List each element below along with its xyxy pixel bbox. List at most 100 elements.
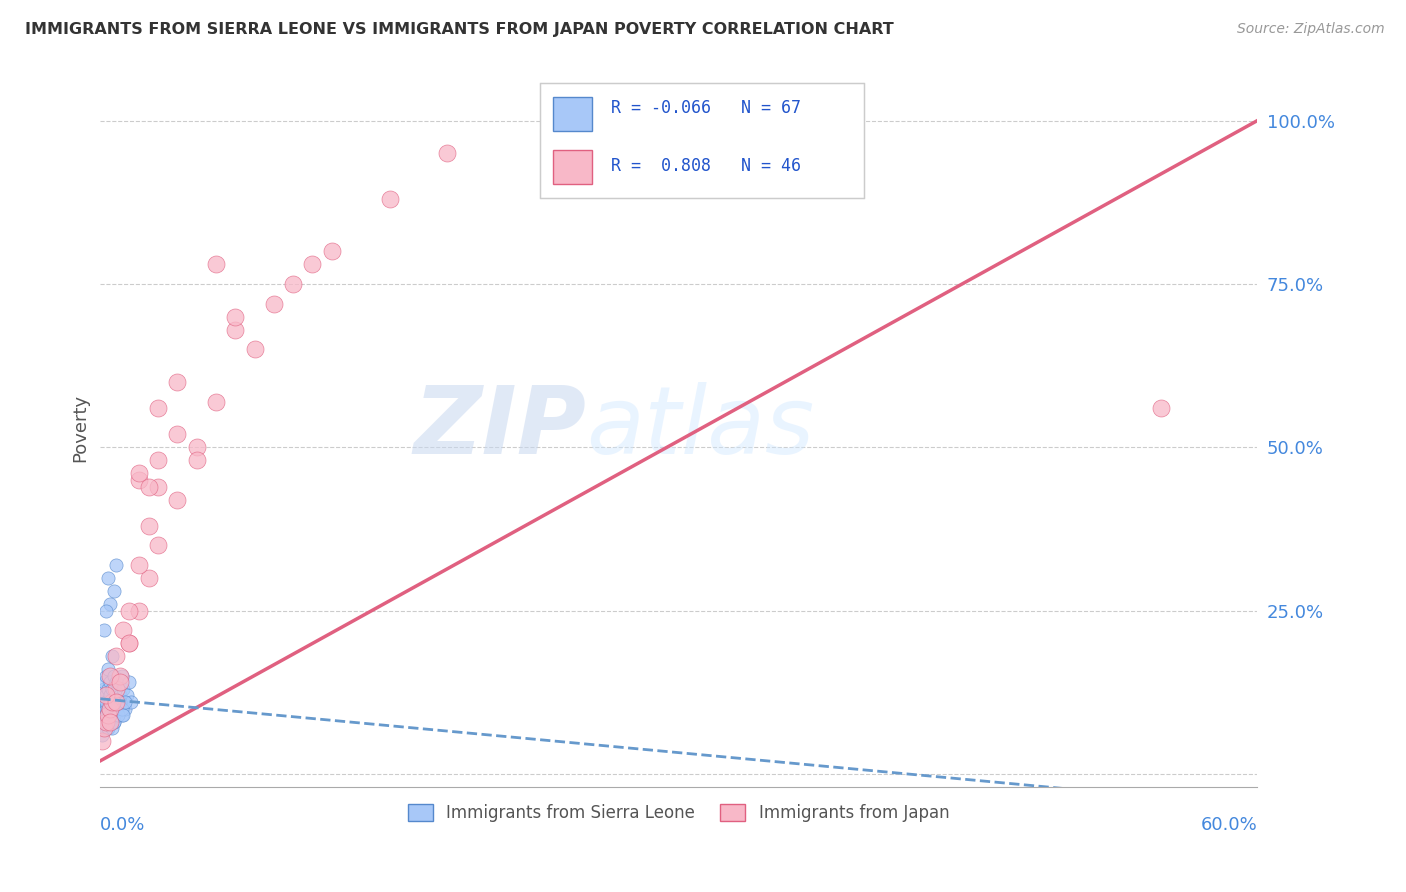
Point (263, 296, 285, 310)
Point (148, 401, 170, 416)
Point (112, 708, 135, 723)
Point (94, 669, 117, 683)
Point (94, 714, 117, 729)
Point (93, 721, 115, 735)
Point (166, 492, 188, 507)
Point (98, 714, 121, 729)
Point (93, 721, 115, 735)
Text: Source: ZipAtlas.com: Source: ZipAtlas.com (1237, 22, 1385, 37)
Point (98, 714, 121, 729)
Text: atlas: atlas (586, 383, 814, 474)
Point (97, 708, 120, 723)
Point (118, 675, 141, 690)
Point (93, 714, 115, 729)
Point (101, 695, 124, 709)
Point (103, 584, 125, 599)
Point (91, 728, 114, 742)
Point (186, 453, 208, 467)
Point (94, 604, 117, 618)
Point (98, 669, 121, 683)
Point (166, 427, 188, 442)
Point (107, 695, 129, 709)
Point (118, 636, 141, 650)
Point (243, 343, 266, 357)
Point (101, 708, 124, 723)
Point (112, 681, 135, 696)
Point (103, 669, 125, 683)
Point (91, 721, 114, 735)
Point (98, 675, 121, 690)
Point (104, 689, 127, 703)
Y-axis label: Poverty: Poverty (72, 393, 89, 462)
Point (110, 701, 132, 715)
Point (378, 192, 401, 206)
Point (110, 669, 132, 683)
Point (101, 695, 124, 709)
Point (148, 538, 170, 552)
Point (103, 714, 125, 729)
Text: 0.0%: 0.0% (100, 815, 146, 834)
Point (205, 257, 228, 271)
Point (224, 323, 246, 337)
Text: IMMIGRANTS FROM SIERRA LEONE VS IMMIGRANTS FROM JAPAN POVERTY CORRELATION CHART: IMMIGRANTS FROM SIERRA LEONE VS IMMIGRAN… (25, 22, 894, 37)
Point (104, 675, 127, 690)
Point (104, 558, 127, 572)
Point (93, 675, 115, 690)
Point (166, 375, 188, 389)
Point (108, 701, 131, 715)
Point (103, 714, 125, 729)
Point (94, 695, 117, 709)
Point (114, 701, 136, 715)
Point (224, 310, 246, 324)
Point (94, 689, 117, 703)
Point (108, 695, 131, 709)
Point (94, 701, 117, 715)
Point (91, 714, 114, 729)
Point (91, 734, 114, 748)
Point (104, 681, 127, 696)
Point (97, 701, 120, 715)
Point (108, 669, 131, 683)
Point (91, 689, 114, 703)
Point (112, 623, 135, 637)
Point (101, 649, 124, 664)
Point (97, 681, 120, 696)
Legend: Immigrants from Sierra Leone, Immigrants from Japan: Immigrants from Sierra Leone, Immigrants… (402, 797, 956, 829)
Point (101, 695, 124, 709)
Text: 60.0%: 60.0% (1201, 815, 1257, 834)
Point (97, 708, 120, 723)
Point (94, 714, 117, 729)
Point (93, 681, 115, 696)
Point (103, 701, 125, 715)
Point (186, 440, 208, 454)
Point (205, 394, 228, 409)
Point (148, 453, 170, 467)
Point (98, 708, 121, 723)
Point (97, 571, 120, 585)
Point (93, 695, 115, 709)
Point (93, 708, 115, 723)
Text: ZIP: ZIP (413, 382, 586, 474)
Point (138, 571, 160, 585)
Point (120, 695, 142, 709)
Point (97, 721, 120, 735)
Point (97, 721, 120, 735)
Point (301, 257, 323, 271)
Point (108, 675, 131, 690)
Point (91, 701, 114, 715)
Point (94, 708, 117, 723)
Point (94, 689, 117, 703)
Point (107, 708, 129, 723)
Point (104, 695, 127, 709)
Point (103, 708, 125, 723)
Point (128, 467, 150, 481)
Point (108, 689, 131, 703)
Point (321, 244, 343, 259)
Point (128, 604, 150, 618)
Point (107, 681, 129, 696)
Point (104, 708, 127, 723)
Point (98, 597, 121, 611)
Point (93, 623, 115, 637)
Point (118, 604, 141, 618)
Point (110, 708, 132, 723)
